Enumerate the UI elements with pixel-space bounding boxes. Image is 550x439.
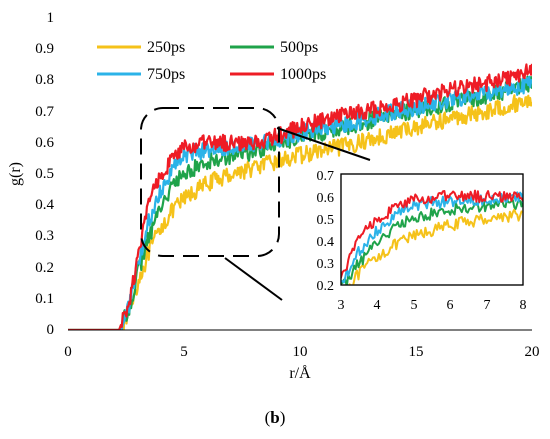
zoom-region-box bbox=[140, 107, 280, 257]
legend-label: 750ps bbox=[147, 66, 185, 83]
inset-y-tick-label: 0.5 bbox=[317, 213, 335, 228]
gr-chart: 0 0.1 0.2 0.3 0.4 0.5 0.6 0.7 0.8 0.9 1 … bbox=[7, 10, 540, 382]
x-tick-labels: 0 5 10 15 20 bbox=[64, 344, 539, 360]
legend-item: 250ps bbox=[97, 39, 185, 56]
inset-y-tick-label: 0.3 bbox=[317, 257, 335, 272]
series-line-750ps bbox=[68, 75, 532, 330]
y-tick-label: 0.8 bbox=[35, 72, 54, 88]
plot-area: 0 0.1 0.2 0.3 0.4 0.5 0.6 0.7 0.8 0.9 1 … bbox=[7, 10, 540, 382]
legend-item: 500ps bbox=[230, 39, 318, 56]
inset-x-tick-label: 3 bbox=[338, 298, 345, 313]
inset-y-tick-labels: 0.2 0.3 0.4 0.5 0.6 0.7 bbox=[317, 169, 335, 294]
inset-x-tick-label: 4 bbox=[374, 298, 381, 313]
inset-x-tick-label: 8 bbox=[520, 298, 527, 313]
y-tick-labels: 0 0.1 0.2 0.3 0.4 0.5 0.6 0.7 0.8 0.9 1 bbox=[35, 10, 54, 338]
inset-y-tick-label: 0.2 bbox=[317, 279, 335, 294]
inset-frame bbox=[340, 173, 524, 286]
figure-caption: (b) bbox=[0, 408, 550, 428]
legend-label: 500ps bbox=[280, 39, 318, 56]
inset-y-tick-label: 0.7 bbox=[317, 169, 335, 184]
inset-y-tick-label: 0.4 bbox=[317, 235, 335, 250]
y-tick-label: 0.2 bbox=[35, 260, 54, 276]
y-tick-label: 0.4 bbox=[35, 197, 54, 213]
y-tick-label: 0.3 bbox=[35, 228, 54, 244]
legend-item: 750ps bbox=[97, 66, 185, 83]
zoom-connector-line bbox=[224, 257, 283, 301]
inset-border bbox=[340, 173, 524, 286]
inset-x-tick-labels: 3 4 5 6 7 8 bbox=[338, 298, 527, 313]
caption-letter: b bbox=[270, 408, 280, 427]
x-tick-label: 15 bbox=[409, 344, 424, 360]
y-axis-label: g(r) bbox=[7, 162, 24, 186]
zoom-connector-line bbox=[276, 127, 371, 161]
y-tick-label: 1 bbox=[47, 10, 55, 26]
series-line-250ps bbox=[68, 94, 532, 330]
y-tick-label: 0.5 bbox=[35, 166, 54, 182]
x-tick-label: 10 bbox=[293, 344, 308, 360]
x-tick-label: 0 bbox=[64, 344, 72, 360]
x-axis-label: r/Å bbox=[289, 364, 311, 382]
y-tick-label: 0.9 bbox=[35, 41, 54, 57]
y-tick-label: 0.1 bbox=[35, 291, 54, 307]
caption-open: ( bbox=[264, 408, 271, 427]
legend-label: 250ps bbox=[147, 39, 185, 56]
inset-x-tick-label: 7 bbox=[484, 298, 491, 313]
caption-close: ) bbox=[279, 408, 286, 427]
y-tick-label: 0 bbox=[47, 322, 55, 338]
legend: 250ps 500ps 750ps 1000ps bbox=[97, 39, 326, 83]
x-tick-label: 5 bbox=[180, 344, 188, 360]
inset-series-line-250ps bbox=[348, 208, 523, 285]
inset-series-line-500ps bbox=[341, 196, 523, 285]
inset-x-tick-label: 5 bbox=[411, 298, 418, 313]
legend-item: 1000ps bbox=[230, 66, 326, 83]
y-tick-label: 0.6 bbox=[35, 135, 54, 151]
series-line-1000ps bbox=[68, 63, 532, 330]
inset-series-line-1000ps bbox=[341, 189, 523, 279]
inset-series-group bbox=[341, 189, 523, 285]
inset-x-tick-label: 6 bbox=[447, 298, 454, 313]
legend-label: 1000ps bbox=[280, 66, 326, 83]
inset-chart: 0.2 0.3 0.4 0.5 0.6 0.7 3 4 5 6 7 8 bbox=[317, 169, 527, 313]
inset-y-tick-label: 0.6 bbox=[317, 191, 335, 206]
y-tick-label: 0.7 bbox=[35, 104, 54, 120]
x-tick-label: 20 bbox=[525, 344, 540, 360]
